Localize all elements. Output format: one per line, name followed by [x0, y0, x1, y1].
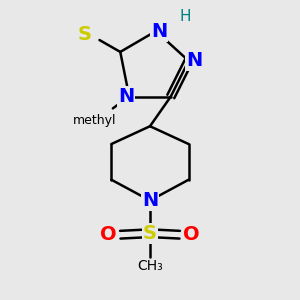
Text: O: O — [100, 225, 117, 244]
Text: N: N — [118, 87, 134, 106]
Text: S: S — [143, 224, 157, 243]
Text: N: N — [151, 22, 167, 40]
Text: H: H — [180, 9, 191, 24]
Text: O: O — [183, 225, 200, 244]
Text: N: N — [142, 191, 158, 210]
Text: S: S — [78, 25, 92, 44]
Text: methyl: methyl — [73, 114, 117, 127]
Text: CH₃: CH₃ — [137, 259, 163, 273]
Text: N: N — [187, 51, 203, 70]
